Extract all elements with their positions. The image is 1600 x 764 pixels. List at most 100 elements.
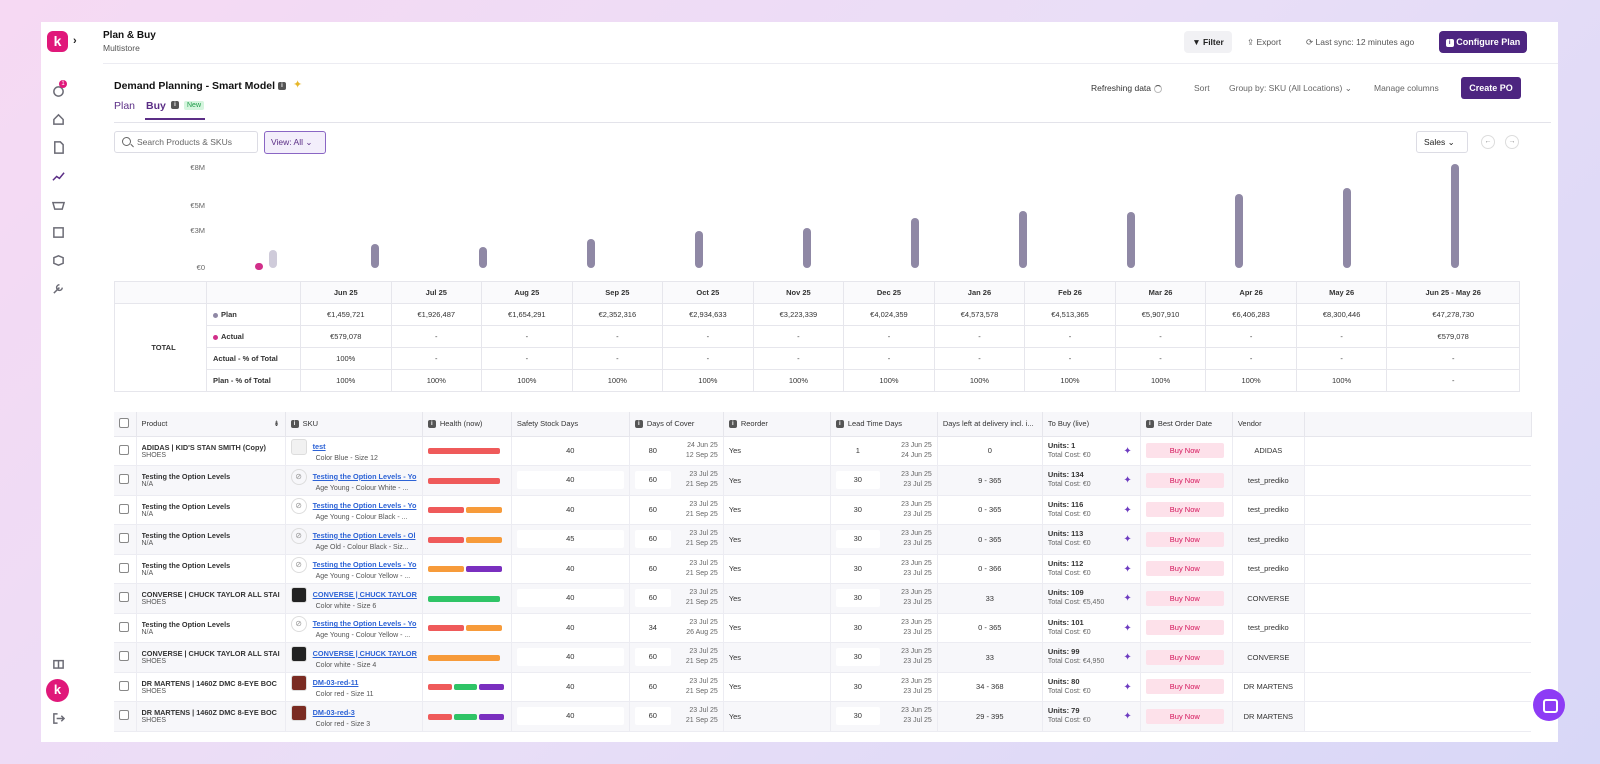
plan-bar[interactable] [803, 227, 811, 268]
column-header[interactable]: i Days of Cover [629, 412, 724, 437]
create-po-button[interactable]: Create PO [1461, 77, 1521, 99]
ai-sparkle-icon[interactable]: ✦ [1123, 504, 1132, 516]
safety-stock-input[interactable]: 40 [516, 589, 624, 608]
product-name[interactable]: ADIDAS | KID'S STAN SMITH (Copy) [141, 442, 266, 452]
tab-buy[interactable]: Buy [146, 100, 166, 112]
plan-bar[interactable] [269, 249, 277, 268]
sku-link[interactable]: Testing the Option Levels - Yo [312, 501, 417, 511]
box-icon[interactable] [51, 254, 65, 268]
row-checkbox[interactable] [119, 651, 129, 662]
buy-now-button[interactable]: Buy Now [1145, 708, 1224, 724]
basket-icon[interactable] [51, 198, 65, 212]
plan-bar[interactable] [371, 243, 379, 268]
ai-sparkle-icon[interactable]: ✦ [1123, 622, 1132, 634]
plan-bar[interactable] [1127, 211, 1135, 268]
table-row[interactable]: Testing the Option Levels N/A ⊘ Testing the… [114, 613, 1532, 643]
row-checkbox[interactable] [119, 474, 129, 485]
buy-now-button[interactable]: Buy Now [1145, 502, 1224, 518]
gift-icon[interactable] [51, 656, 65, 670]
home-icon[interactable] [51, 113, 65, 127]
row-checkbox[interactable] [119, 444, 129, 455]
column-header[interactable]: i Lead Time Days [830, 412, 938, 437]
lead-time-input[interactable]: 30 [835, 530, 880, 549]
next-arrow-icon[interactable]: → [1505, 135, 1519, 149]
row-checkbox[interactable] [119, 680, 129, 691]
plan-bar[interactable] [479, 247, 487, 268]
column-header[interactable]: Safety Stock Days [511, 412, 630, 437]
lead-time-input[interactable]: 30 [835, 677, 880, 696]
days-of-cover-input[interactable]: 60 [634, 707, 671, 726]
column-header[interactable]: To Buy (live) [1042, 412, 1141, 437]
row-checkbox[interactable] [119, 592, 129, 603]
actual-bar[interactable] [255, 262, 263, 270]
buy-now-button[interactable]: Buy Now [1145, 590, 1224, 606]
product-name[interactable]: CONVERSE | CHUCK TAYLOR ALL STAI [141, 590, 280, 600]
days-of-cover-input[interactable]: 60 [634, 530, 671, 549]
lead-time-input[interactable]: 1 [835, 441, 880, 460]
table-row[interactable]: DR MARTENS | 1460Z DMC 8-EYE BOC SHOES DM-… [114, 672, 1532, 702]
manage-columns-button[interactable]: Manage columns [1374, 83, 1439, 93]
lead-time-input[interactable]: 30 [835, 589, 880, 608]
product-name[interactable]: Testing the Option Levels [141, 501, 231, 511]
lead-time-input[interactable]: 30 [835, 648, 880, 667]
notifications-icon[interactable]: 1 [51, 80, 67, 99]
sku-link[interactable]: Testing the Option Levels - Yo [312, 471, 417, 481]
product-name[interactable]: Testing the Option Levels [141, 531, 231, 541]
sync-status[interactable]: ⟳ Last sync: 12 minutes ago [1306, 31, 1446, 53]
info-icon[interactable]: i [290, 420, 299, 429]
buy-now-button[interactable]: Buy Now [1145, 531, 1224, 547]
safety-stock-input[interactable]: 40 [516, 677, 624, 696]
info-icon[interactable]: i [427, 420, 436, 429]
product-name[interactable]: Testing the Option Levels [141, 619, 231, 629]
plan-bar[interactable] [587, 238, 595, 268]
buy-now-button[interactable]: Buy Now [1145, 679, 1224, 695]
safety-stock-input[interactable]: 40 [516, 559, 624, 578]
table-row[interactable]: Testing the Option Levels N/A ⊘ Testing the… [114, 495, 1532, 525]
sku-link[interactable]: CONVERSE | CHUCK TAYLOR [312, 589, 417, 599]
avatar[interactable]: k [46, 679, 69, 702]
lead-time-input[interactable]: 30 [835, 471, 880, 490]
plan-bar[interactable] [1451, 164, 1459, 268]
buy-now-button[interactable]: Buy Now [1145, 443, 1224, 459]
days-of-cover-input[interactable]: 60 [634, 471, 671, 490]
ai-sparkle-icon[interactable]: ✦ [1123, 652, 1132, 663]
app-logo[interactable]: k [47, 31, 68, 52]
product-name[interactable]: Testing the Option Levels [141, 560, 231, 570]
info-icon[interactable]: i [634, 420, 643, 429]
table-row[interactable]: CONVERSE | CHUCK TAYLOR ALL STAI SHOES CON… [114, 642, 1532, 673]
document-icon[interactable] [51, 141, 65, 155]
select-all-checkbox[interactable] [119, 417, 129, 428]
table-row[interactable]: CONVERSE | CHUCK TAYLOR ALL STAI SHOES CON… [114, 583, 1532, 614]
ai-sparkle-icon[interactable]: ✦ [1123, 593, 1132, 604]
trend-icon[interactable] [51, 170, 65, 184]
ai-sparkle-icon[interactable]: ✦ [1123, 563, 1132, 575]
tab-plan[interactable]: Plan [114, 100, 136, 112]
days-of-cover-input[interactable]: 60 [634, 589, 671, 608]
sku-link[interactable]: Testing the Option Levels - Yo [312, 560, 417, 570]
ai-sparkle-icon[interactable]: ✦ [1123, 445, 1132, 457]
sku-link[interactable]: CONVERSE | CHUCK TAYLOR [312, 648, 417, 658]
row-checkbox[interactable] [119, 562, 129, 573]
safety-stock-input[interactable]: 40 [516, 471, 624, 490]
sort-button[interactable]: Sort [1194, 83, 1210, 93]
lead-time-input[interactable]: 30 [835, 618, 880, 637]
ai-sparkle-icon[interactable]: ✦ [1123, 534, 1132, 545]
row-checkbox[interactable] [119, 621, 129, 632]
product-name[interactable]: DR MARTENS | 1460Z DMC 8-EYE BOC [141, 678, 277, 688]
safety-stock-input[interactable]: 40 [516, 707, 624, 726]
column-header[interactable]: Vendor [1232, 412, 1305, 437]
days-of-cover-input[interactable]: 60 [634, 648, 671, 667]
buy-now-button[interactable]: Buy Now [1145, 561, 1224, 577]
buy-now-button[interactable]: Buy Now [1145, 649, 1224, 665]
ai-sparkle-icon[interactable]: ✦ [1123, 711, 1132, 722]
plan-bar[interactable] [1019, 210, 1027, 268]
image-icon[interactable] [51, 226, 65, 240]
safety-stock-input[interactable]: 45 [516, 530, 624, 549]
metric-select[interactable]: Sales ⌄ [1416, 131, 1468, 153]
info-icon[interactable]: i [1145, 420, 1154, 429]
view-select[interactable]: View: All ⌄ [264, 131, 326, 154]
lead-time-input[interactable]: 30 [835, 707, 880, 726]
table-row[interactable]: ADIDAS | KID'S STAN SMITH (Copy) SHOES tes… [114, 436, 1532, 466]
sku-link[interactable]: Testing the Option Levels - Ol [312, 530, 416, 540]
logout-icon[interactable] [51, 712, 65, 726]
